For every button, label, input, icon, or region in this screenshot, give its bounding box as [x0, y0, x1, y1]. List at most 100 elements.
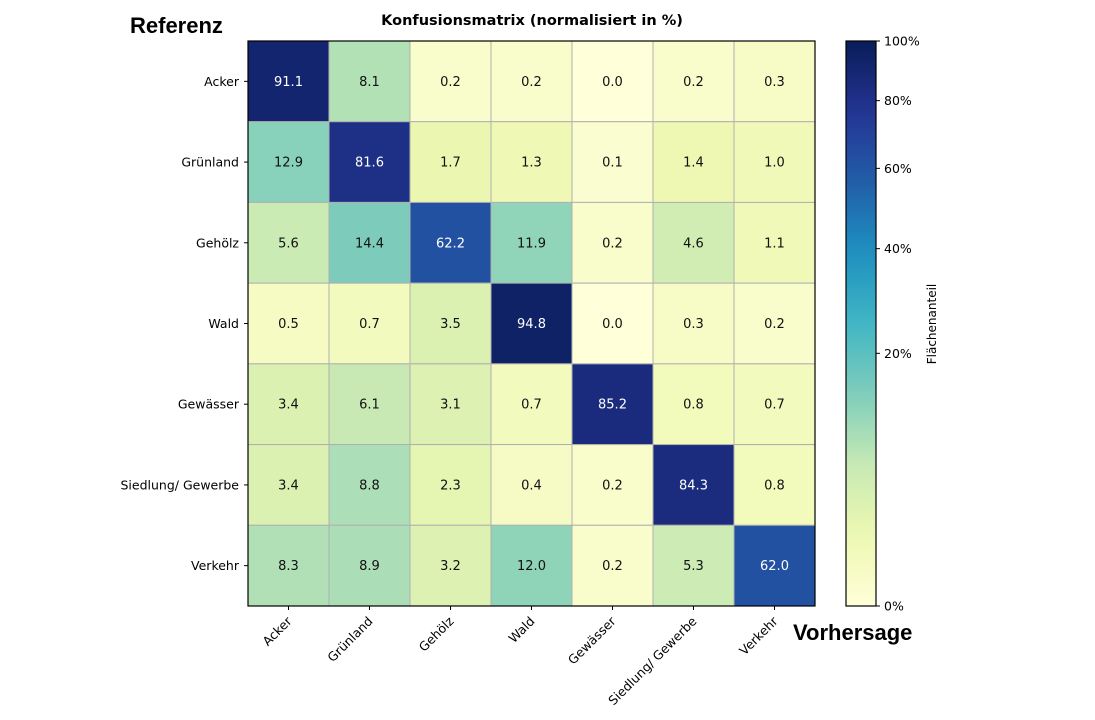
cell-value-label: 0.3 [683, 317, 704, 332]
y-axis-label: Referenz [130, 13, 223, 38]
column-label: Verkehr [736, 613, 781, 658]
cell-value-label: 84.3 [679, 478, 708, 493]
cell-value-label: 8.3 [278, 559, 299, 574]
heatmap-cells: 91.1 8.1 0.2 0.2 0.0 0.2 0.3 12.9 81.6 1.7 1.3 0.1 1… [247, 40, 816, 607]
row-labels: Acker Grünland Gehölz Wald Gewässer Siedlung/… [120, 74, 248, 573]
column-label: Wald [505, 614, 537, 646]
row-label: Gewässer [178, 397, 240, 412]
heatmap-cell [490, 444, 573, 526]
cell-value-label: 1.4 [683, 156, 704, 171]
cell-value-label: 3.4 [278, 398, 299, 413]
colorbar-tick-label: 60% [884, 161, 912, 176]
cell-value-label: 0.7 [521, 398, 542, 413]
heatmap-cell [571, 524, 654, 607]
cell-value-label: 11.9 [517, 236, 546, 251]
cell-value-label: 0.0 [602, 317, 623, 332]
cell-value-label: 1.0 [764, 156, 785, 171]
cell-value-label: 6.1 [359, 398, 380, 413]
row-label: Verkehr [191, 558, 240, 573]
colorbar-tick-label: 0% [884, 599, 904, 614]
heatmap-cell [490, 40, 573, 123]
cell-value-label: 62.2 [436, 236, 465, 251]
heatmap-cell [652, 121, 735, 203]
cell-value-label: 14.4 [355, 236, 384, 251]
heatmap-cell [733, 363, 816, 446]
colorbar: 0% 20% 40% 60% 80% 100% [845, 34, 920, 614]
heatmap-cell [652, 201, 735, 284]
heatmap-cell [247, 444, 330, 526]
colorbar-tick-label: 40% [884, 241, 912, 256]
cell-value-label: 0.2 [683, 75, 704, 90]
heatmap-cell [571, 201, 654, 284]
heatmap-cell [733, 282, 816, 365]
cell-value-label: 0.2 [440, 75, 461, 90]
heatmap-cell [409, 363, 492, 446]
cell-value-label: 0.2 [521, 75, 542, 90]
cell-value-label: 3.4 [278, 478, 299, 493]
chart-title: Konfusionsmatrix (normalisiert in %) [381, 13, 683, 29]
cell-value-label: 0.7 [764, 398, 785, 413]
cell-value-label: 81.6 [355, 156, 384, 171]
cell-value-label: 2.3 [440, 478, 461, 493]
cell-value-label: 0.2 [602, 478, 623, 493]
row-label: Gehölz [196, 235, 239, 250]
cell-value-label: 62.0 [760, 559, 789, 574]
heatmap-cell [328, 201, 411, 284]
heatmap-cell [409, 444, 492, 526]
heatmap-cell [247, 282, 330, 365]
row-label: Acker [204, 74, 240, 89]
cell-value-label: 0.4 [521, 478, 542, 493]
cell-value-label: 3.1 [440, 398, 461, 413]
cell-value-label: 8.8 [359, 478, 380, 493]
cell-value-label: 0.7 [359, 317, 380, 332]
cell-value-label: 0.2 [602, 236, 623, 251]
column-label: Gewässer [565, 613, 619, 667]
colorbar-gradient [845, 40, 877, 607]
cell-value-label: 1.1 [764, 236, 785, 251]
cell-value-label: 4.6 [683, 236, 704, 251]
cell-value-label: 0.1 [602, 156, 623, 171]
cell-value-label: 94.8 [517, 317, 546, 332]
cell-value-label: 5.6 [278, 236, 299, 251]
heatmap-cell [571, 121, 654, 203]
heatmap-cell [652, 40, 735, 123]
cell-value-label: 5.3 [683, 559, 704, 574]
heatmap-cell [490, 524, 573, 607]
heatmap-cell [328, 40, 411, 123]
cell-value-label: 0.0 [602, 75, 623, 90]
cell-value-label: 0.8 [764, 478, 785, 493]
cell-value-label: 0.3 [764, 75, 785, 90]
row-label: Wald [208, 316, 239, 331]
heatmap-cell [409, 201, 492, 284]
cell-value-label: 0.2 [764, 317, 785, 332]
row-label: Grünland [181, 155, 239, 170]
heatmap-cell [328, 444, 411, 526]
heatmap-cell [652, 282, 735, 365]
heatmap-cell [490, 282, 573, 365]
heatmap-cell [247, 40, 330, 123]
column-label: Siedlung/ Gewerbe [605, 613, 700, 708]
heatmap-cell [409, 524, 492, 607]
colorbar-tick-label: 100% [884, 34, 920, 49]
cell-value-label: 0.8 [683, 398, 704, 413]
heatmap-cell [571, 444, 654, 526]
column-label: Gehölz [416, 613, 457, 654]
heatmap-cell [247, 524, 330, 607]
row-label: Siedlung/ Gewerbe [120, 477, 239, 492]
heatmap-cell [733, 524, 816, 607]
heatmap-cell [571, 40, 654, 123]
column-label: Acker [259, 613, 295, 649]
column-label: Grünland [324, 614, 375, 665]
cell-value-label: 8.9 [359, 559, 380, 574]
heatmap-cell [733, 444, 816, 526]
heatmap-cell [247, 363, 330, 446]
colorbar-tick-label: 80% [884, 93, 912, 108]
cell-value-label: 0.5 [278, 317, 299, 332]
colorbar-tick-label: 20% [884, 346, 912, 361]
x-axis-label: Vorhersage [793, 620, 912, 645]
heatmap-cell [733, 121, 816, 203]
column-labels: Acker Grünland Gehölz Wald GewässerSiedlung/… [259, 606, 781, 708]
heatmap-cell [733, 201, 816, 284]
cell-value-label: 0.2 [602, 559, 623, 574]
